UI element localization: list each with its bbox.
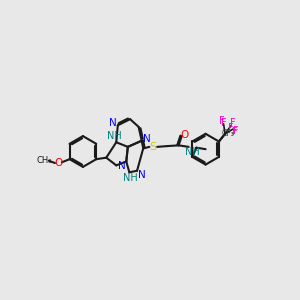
Text: N: N: [109, 118, 116, 128]
Text: F: F: [228, 123, 233, 133]
Text: F: F: [233, 126, 239, 136]
Text: O: O: [180, 130, 188, 140]
Text: S: S: [150, 142, 157, 152]
Text: CH₃: CH₃: [36, 156, 52, 165]
Text: F: F: [232, 127, 237, 137]
Text: F: F: [230, 118, 236, 128]
Text: NH: NH: [185, 147, 200, 157]
Text: CF₃: CF₃: [222, 128, 235, 137]
Text: F: F: [219, 116, 225, 127]
Text: F: F: [221, 118, 226, 128]
Text: N: N: [118, 161, 125, 171]
Text: NH: NH: [123, 173, 137, 184]
Text: NH: NH: [106, 131, 121, 141]
Text: O: O: [54, 158, 62, 168]
Text: N: N: [143, 134, 151, 144]
Text: N: N: [138, 169, 146, 180]
